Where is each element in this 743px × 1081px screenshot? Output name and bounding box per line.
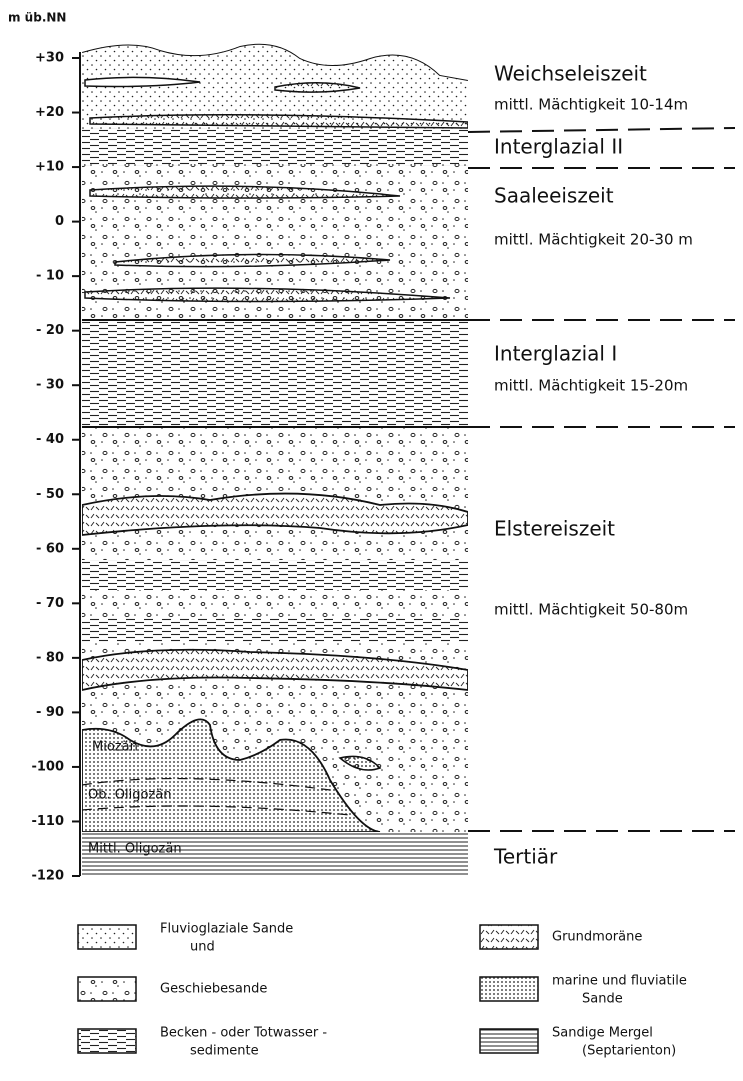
legend-label: Becken - oder Totwasser - [160,1026,327,1041]
legend-label: Sandige Mergel [552,1026,653,1041]
unit-thickness: mittl. Mächtigkeit 15-20m [494,377,688,395]
unit-name: Interglazial I [494,342,617,366]
legend-swatch-pattern [78,1029,136,1053]
inner-label: Miozän [92,740,138,755]
inner-label: Mittl. Oligozän [88,842,182,857]
tick-label: +20 [35,105,64,120]
legend-swatch-pattern [78,925,136,949]
legend-label: sedimente [190,1044,259,1059]
tick-label: +30 [35,51,64,66]
legend-label: Grundmoräne [552,930,642,945]
unit-thickness: mittl. Mächtigkeit 50-80m [494,601,688,619]
legend: Fluvioglaziale Sande und Geschiebesande Bec… [77,922,687,1059]
tick-label: -110 [31,814,64,829]
legend-label: Sande [582,992,623,1007]
legend-label: (Septarienton) [582,1044,676,1059]
tick-label: - 30 [36,378,64,393]
legend-label: marine und fluviatile [552,974,687,989]
tick-label: +10 [35,160,64,175]
unit-thickness: mittl. Mächtigkeit 20-30 m [494,231,693,249]
legend-swatch-pattern [480,925,538,949]
tick-label: 0 [55,214,64,229]
legend-swatch-pattern [480,1029,538,1053]
tick-label: - 70 [36,596,64,611]
tick-label: - 50 [36,487,64,502]
tick-label: - 20 [36,323,64,338]
tick-label: -100 [31,759,64,774]
legend-swatch-pattern [78,977,136,1001]
legend-label: und [190,940,215,955]
tick-label: - 60 [36,541,64,556]
unit-boundaries [467,127,736,832]
tick-label: -120 [31,869,64,884]
axis-title: m üb.NN [8,11,66,25]
tick-label: - 80 [36,650,64,665]
legend-label: Fluvioglaziale Sande [160,922,293,937]
unit-name: Weichseleiszeit [494,62,647,86]
unit-name: Interglazial II [494,135,623,159]
layers [82,43,468,876]
legend-label: Geschiebesande [160,982,267,997]
inner-label: Ob. Oligozän [88,788,171,803]
tick-label: - 90 [36,705,64,720]
legend-swatch-pattern [480,977,538,1001]
tick-label: - 10 [36,269,64,284]
unit-name: Tertiär [493,845,558,869]
tick-label: - 40 [36,432,64,447]
unit-thickness: mittl. Mächtigkeit 10-14m [494,96,688,114]
unit-name: Saaleeiszeit [494,184,614,208]
unit-name: Elstereiszeit [494,517,615,541]
